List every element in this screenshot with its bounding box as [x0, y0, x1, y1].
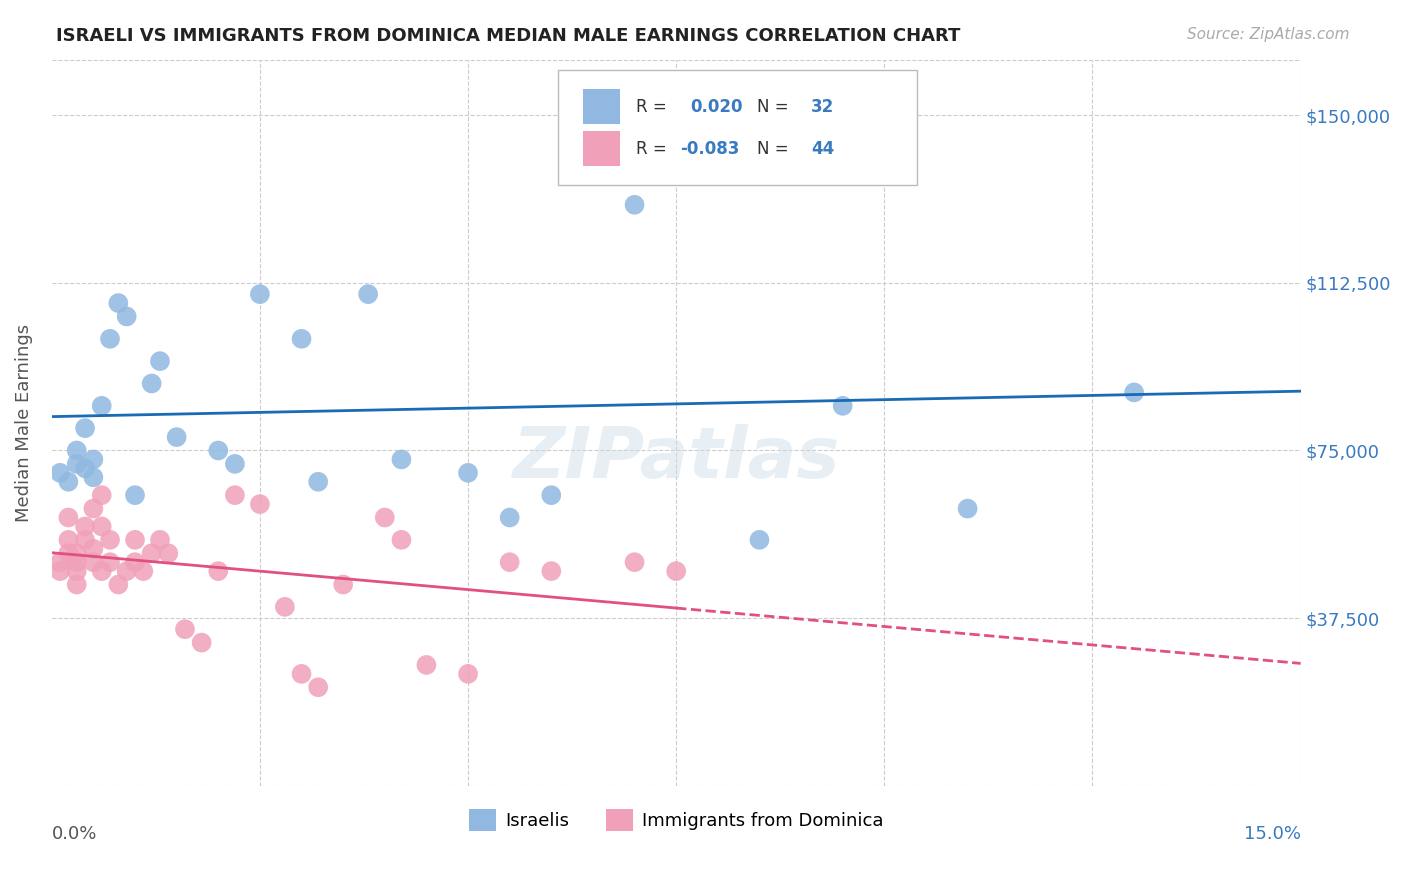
Point: [115, 564, 138, 578]
Text: 15.0%: 15.0%: [1244, 825, 1301, 844]
Point: [49, 564, 72, 578]
Point: [249, 497, 271, 511]
Point: [224, 457, 246, 471]
Point: [98, 555, 121, 569]
FancyBboxPatch shape: [558, 70, 917, 186]
Point: [66, 546, 89, 560]
Point: [98, 332, 121, 346]
Point: [307, 475, 329, 489]
Point: [82, 501, 104, 516]
Text: R =: R =: [637, 140, 672, 158]
Point: [141, 546, 163, 560]
Point: [82, 555, 104, 569]
Point: [82, 470, 104, 484]
Point: [249, 287, 271, 301]
Legend: Israelis, Immigrants from Dominica: Israelis, Immigrants from Dominica: [463, 802, 890, 838]
Point: [82, 541, 104, 556]
Point: [290, 332, 312, 346]
Point: [665, 564, 688, 578]
Point: [207, 564, 229, 578]
Text: N =: N =: [758, 140, 794, 158]
Point: [90, 564, 112, 578]
Point: [82, 452, 104, 467]
Point: [49, 555, 72, 569]
Point: [374, 510, 396, 524]
Point: [540, 564, 562, 578]
Point: [66, 555, 89, 569]
Point: [207, 443, 229, 458]
Point: [58, 510, 80, 524]
Point: [174, 622, 197, 636]
Point: [357, 287, 380, 301]
FancyBboxPatch shape: [582, 131, 620, 166]
Point: [224, 488, 246, 502]
Point: [623, 555, 645, 569]
Text: 0.020: 0.020: [690, 98, 742, 116]
Point: [73, 461, 96, 475]
Point: [1123, 385, 1146, 400]
Text: 44: 44: [811, 140, 834, 158]
Point: [98, 533, 121, 547]
Text: 0.0%: 0.0%: [52, 825, 97, 844]
Text: R =: R =: [637, 98, 672, 116]
Point: [132, 564, 155, 578]
Point: [157, 546, 180, 560]
Point: [73, 421, 96, 435]
Point: [499, 555, 522, 569]
Point: [582, 86, 605, 100]
Point: [307, 680, 329, 694]
Point: [124, 555, 146, 569]
Point: [166, 430, 188, 444]
Point: [274, 599, 297, 614]
Point: [831, 399, 853, 413]
Point: [391, 452, 413, 467]
Point: [66, 443, 89, 458]
Point: [748, 533, 770, 547]
Point: [90, 399, 112, 413]
Point: [391, 533, 413, 547]
Point: [66, 457, 89, 471]
Point: [66, 564, 89, 578]
FancyBboxPatch shape: [582, 89, 620, 124]
Point: [623, 198, 645, 212]
Text: 32: 32: [811, 98, 834, 116]
Point: [58, 475, 80, 489]
Point: [115, 310, 138, 324]
Point: [90, 488, 112, 502]
Point: [58, 546, 80, 560]
Point: [415, 657, 437, 672]
Point: [149, 354, 172, 368]
Point: [124, 533, 146, 547]
Point: [90, 519, 112, 533]
Point: [540, 488, 562, 502]
Point: [149, 533, 172, 547]
Text: ZIPatlas: ZIPatlas: [513, 425, 839, 493]
Point: [58, 533, 80, 547]
Point: [290, 666, 312, 681]
Point: [107, 296, 129, 310]
Point: [499, 510, 522, 524]
Point: [73, 533, 96, 547]
Point: [141, 376, 163, 391]
Point: [332, 577, 354, 591]
Text: -0.083: -0.083: [681, 140, 740, 158]
Point: [73, 519, 96, 533]
Point: [190, 635, 212, 649]
Point: [956, 501, 979, 516]
Text: ISRAELI VS IMMIGRANTS FROM DOMINICA MEDIAN MALE EARNINGS CORRELATION CHART: ISRAELI VS IMMIGRANTS FROM DOMINICA MEDI…: [56, 27, 960, 45]
Point: [457, 666, 479, 681]
Y-axis label: Median Male Earnings: Median Male Earnings: [15, 324, 32, 522]
Point: [49, 466, 72, 480]
Text: Source: ZipAtlas.com: Source: ZipAtlas.com: [1187, 27, 1350, 42]
Point: [107, 577, 129, 591]
Point: [66, 577, 89, 591]
Text: N =: N =: [758, 98, 794, 116]
Point: [124, 488, 146, 502]
Point: [457, 466, 479, 480]
